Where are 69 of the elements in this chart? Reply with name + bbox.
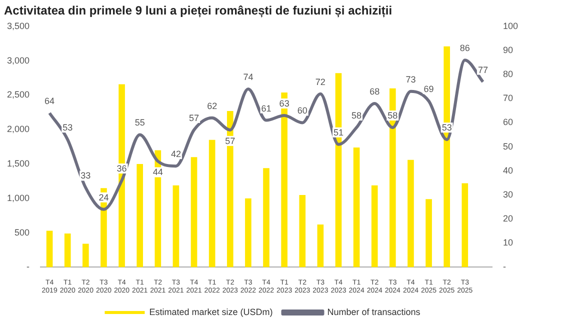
bar — [444, 46, 450, 268]
data-label: 24 — [98, 192, 109, 202]
y-tick-label: 1,000 — [6, 192, 30, 203]
y2-tick-label: 60 — [502, 117, 513, 128]
y2-tick-label: 10 — [502, 238, 513, 248]
y-tick-label: 3,500 — [6, 20, 30, 31]
bar — [118, 84, 125, 268]
data-label: 72 — [315, 76, 326, 87]
bar — [208, 140, 216, 268]
data-label: 77 — [478, 64, 488, 75]
y-tick-label: 2,500 — [6, 90, 30, 100]
data-label: 53 — [442, 122, 452, 133]
legend-label: Estimated market size (USDm) — [149, 306, 273, 317]
data-label: 57 — [189, 112, 200, 123]
data-label: 42 — [170, 149, 181, 160]
y2-tick-label: 100 — [502, 20, 518, 31]
bar — [371, 185, 378, 268]
data-label: 60 — [297, 106, 308, 116]
y-tick-label: 3,000 — [6, 55, 30, 66]
data-label: 62 — [207, 100, 218, 111]
y2-tick-label: 50 — [502, 141, 513, 152]
bar — [64, 233, 71, 268]
data-label: 58 — [388, 110, 398, 121]
data-label: 51 — [333, 127, 344, 138]
bar — [408, 160, 414, 268]
data-label: 57 — [225, 136, 236, 146]
data-label: 44 — [152, 167, 163, 178]
bar — [46, 230, 53, 268]
data-label: 53 — [62, 122, 73, 133]
y-tick-label: 2,000 — [6, 124, 30, 134]
data-label: 68 — [370, 86, 380, 96]
y2-tick-label: 70 — [502, 93, 513, 104]
data-label: 55 — [134, 118, 145, 128]
data-label: 63 — [279, 98, 290, 108]
bar — [281, 92, 288, 268]
bar — [390, 88, 396, 268]
y2-tick-label: 90 — [502, 44, 513, 55]
data-label: 33 — [80, 170, 91, 181]
bar — [154, 150, 162, 268]
y-tick-label: 500 — [14, 227, 30, 238]
y2-tick-label: 40 — [502, 165, 513, 176]
data-label: 64 — [44, 96, 55, 106]
y2-tick-label: 80 — [502, 69, 513, 80]
chart-title: Activitatea din primele 9 luni a pieței românești de fuziuni și achiziții — [4, 4, 392, 18]
y2-tick-label: - — [502, 262, 506, 272]
bar — [245, 198, 252, 268]
bar — [462, 183, 468, 268]
bar — [353, 147, 360, 268]
bar — [226, 111, 234, 268]
bar — [136, 164, 144, 268]
legend-label: Number of transactions — [327, 306, 421, 317]
y2-tick-label: 30 — [502, 189, 513, 200]
bar — [263, 168, 270, 268]
bar — [426, 199, 432, 268]
bar — [172, 185, 180, 268]
data-label: 74 — [243, 72, 254, 82]
y-tick-label: 1,500 — [6, 158, 30, 168]
data-label: 73 — [406, 74, 416, 84]
y-tick-label: - — [26, 262, 30, 272]
y2-tick-label: 20 — [502, 214, 513, 224]
bar — [317, 224, 324, 268]
data-label: 58 — [352, 110, 362, 121]
data-label: 86 — [460, 43, 470, 54]
data-label: 69 — [424, 84, 434, 94]
data-label: 61 — [261, 103, 272, 114]
bar — [190, 157, 198, 268]
data-label: 36 — [116, 163, 127, 174]
bar — [299, 194, 306, 268]
bar — [82, 244, 89, 268]
